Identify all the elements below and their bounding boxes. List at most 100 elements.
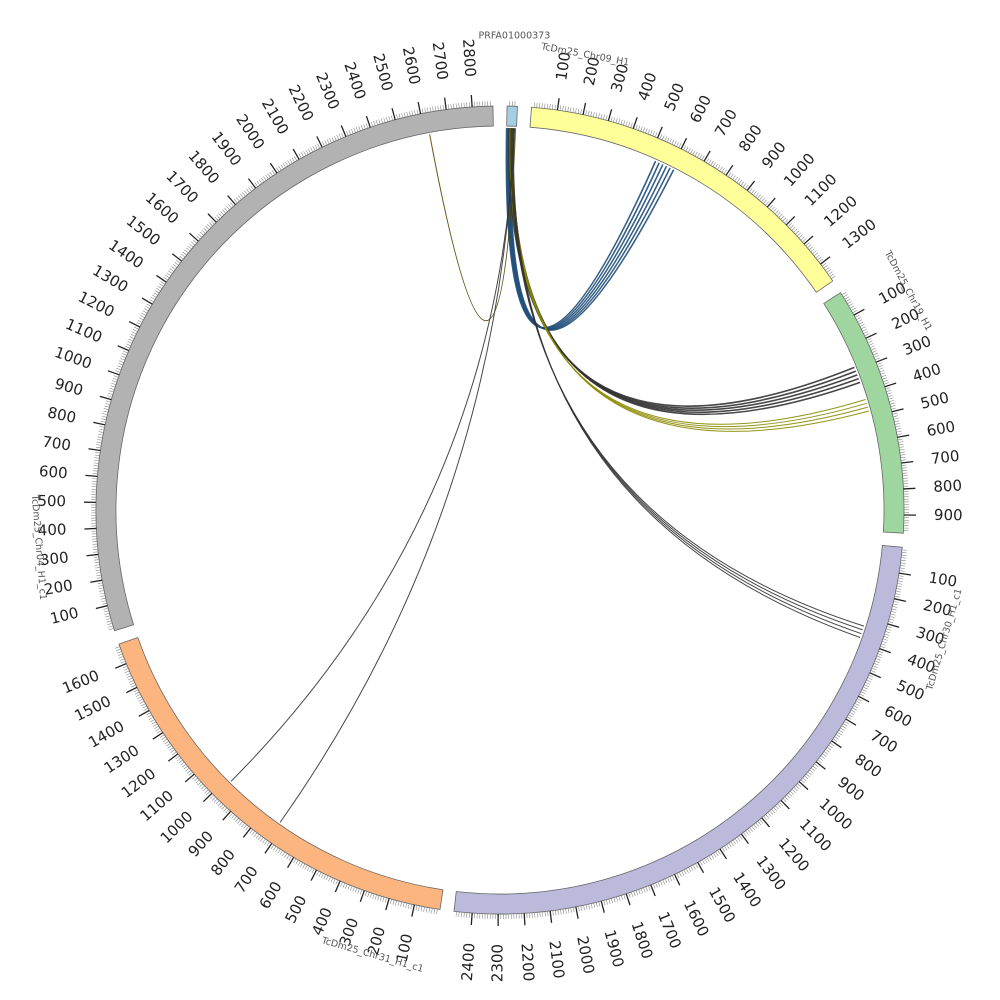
tick-label: 800 bbox=[933, 476, 963, 495]
minor-tick bbox=[654, 132, 658, 138]
minor-tick bbox=[606, 899, 608, 905]
link-curve bbox=[510, 128, 865, 627]
minor-tick bbox=[425, 907, 428, 913]
minor-tick bbox=[628, 122, 631, 128]
minor-tick bbox=[580, 905, 583, 911]
tick-label: 400 bbox=[910, 360, 943, 386]
minor-tick bbox=[379, 896, 382, 902]
minor-tick bbox=[143, 707, 149, 711]
tick-label: 400 bbox=[37, 520, 66, 539]
minor-tick bbox=[137, 319, 143, 323]
minor-tick bbox=[660, 880, 663, 886]
minor-tick bbox=[352, 886, 355, 892]
minor-tick bbox=[805, 242, 810, 247]
minor-tick bbox=[747, 829, 751, 834]
major-tick bbox=[865, 332, 877, 339]
major-tick bbox=[411, 904, 416, 917]
minor-tick bbox=[97, 582, 103, 584]
major-tick bbox=[875, 357, 888, 363]
minor-tick bbox=[179, 255, 184, 260]
minor-tick bbox=[396, 114, 398, 120]
minor-tick bbox=[401, 112, 404, 118]
minor-tick bbox=[873, 355, 879, 358]
minor-tick bbox=[115, 648, 121, 652]
minor-tick bbox=[137, 696, 142, 700]
minor-tick bbox=[360, 125, 364, 131]
minor-tick bbox=[220, 211, 225, 216]
minor-tick bbox=[149, 299, 154, 303]
minor-tick bbox=[600, 113, 603, 119]
minor-tick bbox=[854, 702, 860, 706]
minor-tick bbox=[901, 554, 907, 556]
minor-tick bbox=[795, 230, 800, 235]
minor-tick bbox=[875, 658, 881, 661]
minor-tick bbox=[812, 250, 817, 255]
tick-label: 400 bbox=[308, 905, 336, 938]
minor-tick bbox=[671, 875, 675, 881]
minor-tick bbox=[628, 892, 631, 898]
major-tick bbox=[891, 408, 904, 413]
minor-tick bbox=[767, 812, 772, 817]
minor-tick bbox=[874, 660, 880, 663]
minor-tick bbox=[108, 628, 114, 631]
minor-tick bbox=[562, 105, 564, 111]
minor-tick bbox=[572, 107, 575, 113]
minor-tick bbox=[385, 117, 388, 123]
minor-tick bbox=[156, 287, 161, 292]
tick-label: 600 bbox=[686, 92, 715, 126]
minor-tick bbox=[872, 665, 878, 668]
minor-tick bbox=[237, 819, 241, 824]
tick-label: 600 bbox=[881, 702, 915, 731]
major-tick bbox=[86, 553, 99, 557]
minor-tick bbox=[113, 375, 119, 378]
minor-tick bbox=[101, 600, 107, 603]
minor-tick bbox=[753, 824, 758, 829]
minor-tick bbox=[692, 864, 696, 870]
minor-tick bbox=[359, 889, 363, 895]
minor-tick bbox=[813, 252, 819, 257]
minor-tick bbox=[861, 689, 867, 692]
minor-tick bbox=[314, 144, 318, 150]
minor-tick bbox=[817, 256, 822, 261]
minor-tick bbox=[701, 859, 705, 865]
minor-tick bbox=[389, 899, 392, 905]
minor-tick bbox=[310, 147, 314, 153]
minor-tick bbox=[218, 213, 223, 218]
minor-tick bbox=[325, 875, 329, 881]
major-tick bbox=[93, 421, 106, 426]
major-tick bbox=[269, 162, 278, 174]
segment-tcdm25-chr19-h1 bbox=[823, 292, 905, 534]
minor-tick bbox=[643, 887, 646, 893]
minor-tick bbox=[863, 686, 868, 690]
link-bundle bbox=[510, 128, 865, 638]
minor-tick bbox=[877, 365, 883, 368]
minor-tick bbox=[845, 298, 851, 302]
major-tick bbox=[673, 874, 681, 886]
minor-tick bbox=[822, 753, 827, 757]
minor-tick bbox=[842, 723, 848, 727]
minor-tick bbox=[123, 668, 129, 671]
tick-label: 1400 bbox=[105, 236, 147, 272]
major-tick bbox=[582, 102, 587, 115]
minor-tick bbox=[659, 134, 663, 140]
minor-tick bbox=[285, 161, 289, 167]
minor-tick bbox=[613, 897, 616, 903]
minor-tick bbox=[328, 876, 331, 882]
minor-tick bbox=[859, 693, 865, 697]
minor-tick bbox=[667, 877, 670, 883]
minor-tick bbox=[98, 433, 104, 436]
tick-label: 700 bbox=[711, 106, 741, 140]
major-tick bbox=[365, 115, 371, 128]
minor-tick bbox=[787, 223, 792, 227]
tick-label: 900 bbox=[758, 138, 790, 172]
minor-tick bbox=[418, 905, 420, 911]
minor-tick bbox=[554, 910, 557, 916]
minor-tick bbox=[175, 259, 181, 264]
minor-tick bbox=[175, 755, 180, 760]
minor-tick bbox=[899, 446, 905, 448]
minor-tick bbox=[898, 577, 904, 580]
tick-label: 100 bbox=[552, 51, 574, 82]
minor-tick bbox=[743, 832, 747, 837]
minor-tick bbox=[687, 147, 691, 153]
